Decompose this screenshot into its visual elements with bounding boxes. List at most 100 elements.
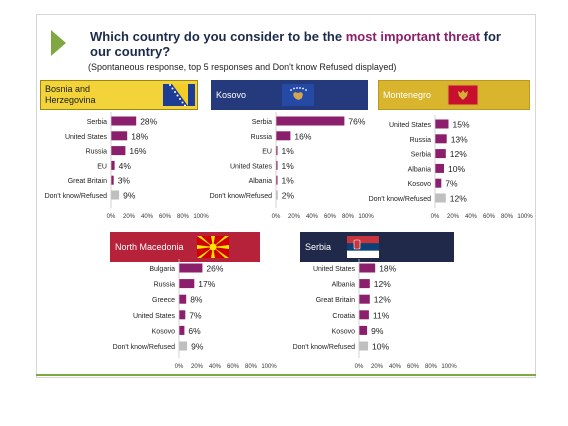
- bar: [435, 193, 446, 203]
- value-label: 28%: [140, 117, 157, 127]
- x-tick-label: 40%: [141, 214, 154, 220]
- value-label: 9%: [191, 342, 204, 352]
- value-label: 18%: [379, 264, 396, 274]
- panel-name-montenegro: Montenegro: [383, 89, 432, 100]
- value-label: 26%: [206, 264, 223, 274]
- bar: [359, 294, 370, 304]
- x-tick-label: 0%: [431, 214, 440, 220]
- value-label: 3%: [118, 176, 131, 186]
- bar: [111, 116, 137, 126]
- category-label: Russia: [410, 137, 432, 144]
- bar: [359, 263, 376, 273]
- category-label: Russia: [251, 134, 273, 141]
- bar: [276, 190, 278, 200]
- panel-name-bosnia: Bosnia and Herzegovina: [45, 84, 96, 105]
- bar: [359, 341, 368, 351]
- x-tick-label: 60%: [159, 214, 172, 220]
- bar: [359, 279, 370, 289]
- value-label: 17%: [198, 279, 215, 289]
- bar: [179, 294, 187, 304]
- category-label: Don't know/Refused: [369, 196, 432, 203]
- north-macedonia-flag-icon: [197, 236, 229, 258]
- panel-header-kosovo: Kosovo: [211, 80, 368, 110]
- title-suffix: for our country?: [90, 29, 501, 59]
- panel-header-serbia: Serbia: [300, 232, 454, 262]
- category-label: Albania: [249, 178, 272, 185]
- category-label: Russia: [86, 149, 108, 156]
- category-label: United States: [65, 134, 108, 141]
- value-label: 9%: [371, 326, 384, 336]
- x-tick-label: 0%: [272, 214, 281, 220]
- bar: [435, 134, 447, 144]
- value-label: 2%: [282, 191, 295, 201]
- category-label: United States: [133, 313, 176, 320]
- panel-name-north-macedonia: North Macedonia: [115, 241, 184, 252]
- bar: [276, 146, 278, 156]
- serbia-flag-icon: [347, 236, 379, 258]
- value-label: 13%: [451, 134, 468, 144]
- bar: [179, 325, 185, 335]
- x-tick-label: 0%: [355, 364, 364, 370]
- category-label: United States: [313, 266, 356, 273]
- x-tick-label: 80%: [425, 364, 438, 370]
- bar: [111, 146, 126, 156]
- category-label: Don't know/Refused: [210, 193, 273, 200]
- value-label: 18%: [131, 131, 148, 141]
- x-tick-label: 60%: [407, 364, 420, 370]
- bar: [435, 163, 444, 173]
- value-label: 12%: [450, 149, 467, 159]
- bar: [179, 341, 188, 351]
- x-tick-label: 40%: [209, 364, 222, 370]
- panel-header-bosnia: Bosnia and Herzegovina: [40, 80, 198, 110]
- bar: [111, 190, 120, 200]
- value-label: 8%: [190, 295, 203, 305]
- value-label: 11%: [373, 310, 390, 320]
- bar: [276, 131, 291, 141]
- x-tick-label: 20%: [288, 214, 301, 220]
- x-tick-label: 60%: [483, 214, 496, 220]
- x-tick-label: 80%: [501, 214, 514, 220]
- bar: [179, 279, 195, 289]
- value-label: 15%: [453, 120, 470, 130]
- category-label: Serbia: [411, 152, 431, 159]
- x-tick-label: 0%: [175, 364, 184, 370]
- value-label: 6%: [188, 326, 201, 336]
- category-label: Kosovo: [332, 328, 355, 335]
- value-label: 16%: [129, 146, 146, 156]
- category-label: EU: [97, 163, 107, 170]
- bar: [435, 149, 446, 159]
- category-label: Don't know/Refused: [113, 344, 176, 351]
- title-highlight: most important threat: [345, 29, 481, 44]
- value-label: 7%: [445, 179, 458, 189]
- category-label: Bulgaria: [149, 266, 175, 273]
- x-tick-label: 60%: [227, 364, 240, 370]
- x-tick-label: 100%: [193, 214, 209, 220]
- category-label: Serbia: [87, 119, 107, 126]
- play-arrow-icon: [51, 30, 66, 56]
- value-label: 10%: [448, 164, 465, 174]
- category-label: Kosovo: [152, 328, 175, 335]
- bar: [276, 116, 345, 126]
- value-label: 7%: [189, 310, 202, 320]
- value-label: 1%: [282, 146, 295, 156]
- category-label: United States: [230, 163, 273, 170]
- bar: [359, 310, 369, 320]
- chart-title: Which country do you consider to be the …: [90, 29, 520, 59]
- value-label: 12%: [374, 279, 391, 289]
- bar: [276, 160, 278, 170]
- slide-bottom-rule: [36, 374, 536, 376]
- bar: [179, 263, 203, 273]
- value-label: 10%: [372, 342, 389, 352]
- x-tick-label: 100%: [261, 364, 277, 370]
- value-label: 4%: [119, 161, 132, 171]
- x-tick-label: 80%: [342, 214, 355, 220]
- montenegro-flag-icon: [447, 84, 479, 106]
- category-label: Kosovo: [408, 181, 431, 188]
- x-tick-label: 100%: [358, 214, 374, 220]
- x-tick-label: 20%: [123, 214, 136, 220]
- bar: [435, 119, 449, 129]
- category-label: Great Britain: [68, 178, 107, 185]
- x-tick-label: 40%: [465, 214, 478, 220]
- x-tick-label: 40%: [306, 214, 319, 220]
